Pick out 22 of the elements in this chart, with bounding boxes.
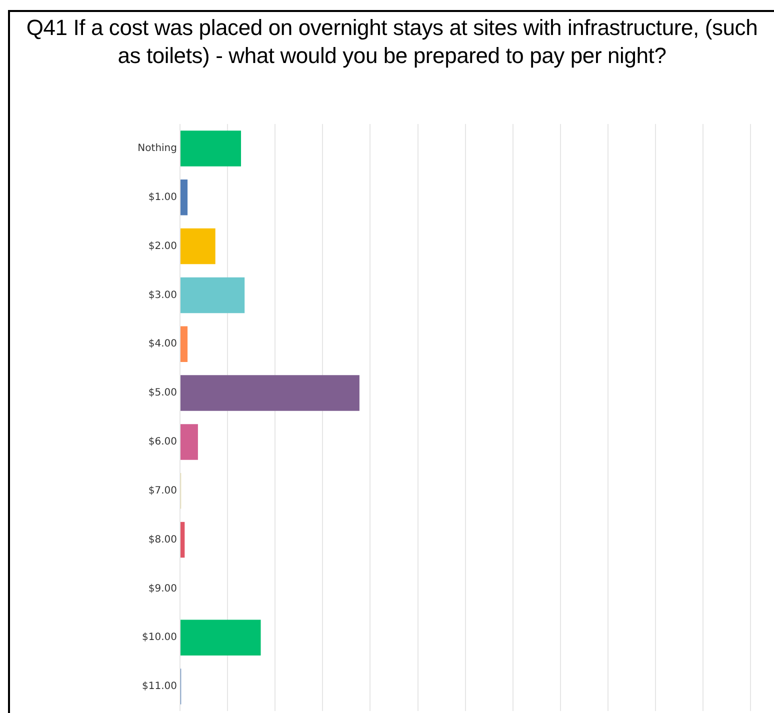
y-tick-label: $2.00 bbox=[148, 240, 177, 252]
y-tick-label: $4.00 bbox=[148, 338, 177, 350]
bar bbox=[180, 326, 188, 362]
bar bbox=[180, 522, 185, 558]
bar bbox=[180, 228, 216, 264]
y-tick-label: $9.00 bbox=[148, 583, 177, 594]
y-tick-label: $10.00 bbox=[142, 632, 177, 644]
bar bbox=[180, 130, 242, 166]
y-tick-label: $11.00 bbox=[142, 681, 177, 692]
bar bbox=[180, 277, 245, 314]
bar bbox=[180, 180, 188, 216]
y-tick-label: $5.00 bbox=[148, 388, 177, 399]
bar bbox=[180, 424, 198, 460]
y-tick-label: $1.00 bbox=[148, 192, 177, 203]
chart-title: Q41 If a cost was placed on overnight stays at sites with infrastructure, (such as toilets) - what would you be prepared to pay per night? bbox=[25, 14, 759, 70]
y-tick-label: Nothing bbox=[138, 143, 177, 154]
bar bbox=[180, 375, 360, 411]
y-tick-label: $8.00 bbox=[148, 534, 177, 546]
y-tick-label: $6.00 bbox=[148, 436, 177, 448]
y-tick-label: $3.00 bbox=[148, 290, 177, 301]
y-tick-label: $7.00 bbox=[148, 485, 177, 496]
bar bbox=[180, 620, 261, 656]
